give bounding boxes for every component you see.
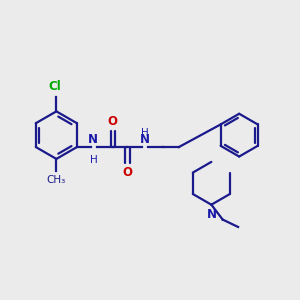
Text: H: H (90, 155, 98, 165)
Text: CH₃: CH₃ (47, 175, 66, 185)
Text: N: N (207, 208, 217, 221)
Text: N: N (88, 133, 98, 146)
Text: O: O (122, 166, 133, 179)
Text: N: N (140, 133, 150, 146)
Text: Cl: Cl (49, 80, 61, 93)
Text: O: O (108, 115, 118, 128)
Text: H: H (142, 128, 149, 138)
